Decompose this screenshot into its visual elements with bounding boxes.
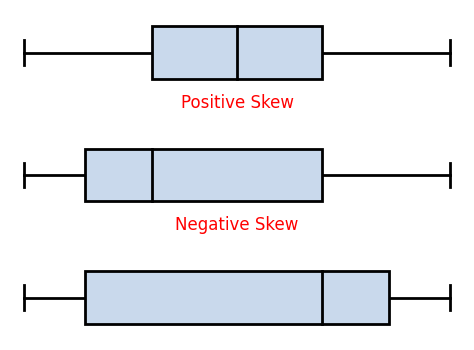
Text: Negative Skew: Negative Skew (175, 217, 299, 235)
Bar (85, 271, 389, 324)
Bar (85, 149, 322, 201)
Bar (152, 26, 322, 79)
Text: Positive Skew: Positive Skew (181, 94, 293, 112)
